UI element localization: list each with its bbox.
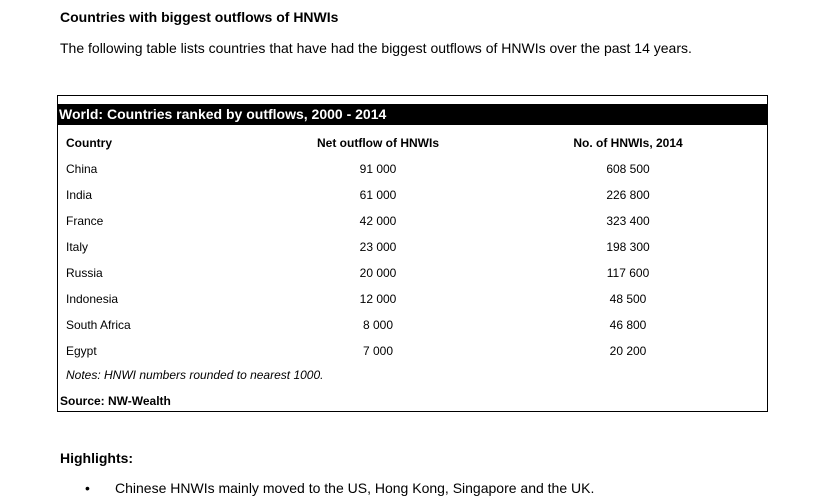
cell-country: Russia bbox=[66, 266, 103, 280]
column-header-country: Country bbox=[66, 136, 112, 150]
intro-text: The following table lists countries that… bbox=[60, 40, 692, 56]
cell-country: South Africa bbox=[66, 318, 131, 332]
bullet-icon: • bbox=[85, 480, 90, 496]
cell-country: Italy bbox=[66, 240, 89, 254]
cell-country: France bbox=[66, 214, 104, 228]
table-source: Source: NW-Wealth bbox=[60, 394, 171, 408]
cell-country: Egypt bbox=[66, 344, 97, 358]
page-heading: Countries with biggest outflows of HNWIs bbox=[60, 9, 339, 25]
cell-country: India bbox=[66, 188, 93, 202]
highlight-text: Chinese HNWIs mainly moved to the US, Ho… bbox=[115, 480, 595, 496]
cell-country: China bbox=[66, 162, 98, 176]
cell-country: Indonesia bbox=[66, 292, 119, 306]
table-notes: Notes: HNWI numbers rounded to nearest 1… bbox=[66, 368, 324, 382]
highlights-heading: Highlights: bbox=[60, 450, 134, 466]
table-title: World: Countries ranked by outflows, 200… bbox=[58, 104, 767, 125]
outflows-table: World: Countries ranked by outflows, 200… bbox=[57, 95, 768, 412]
